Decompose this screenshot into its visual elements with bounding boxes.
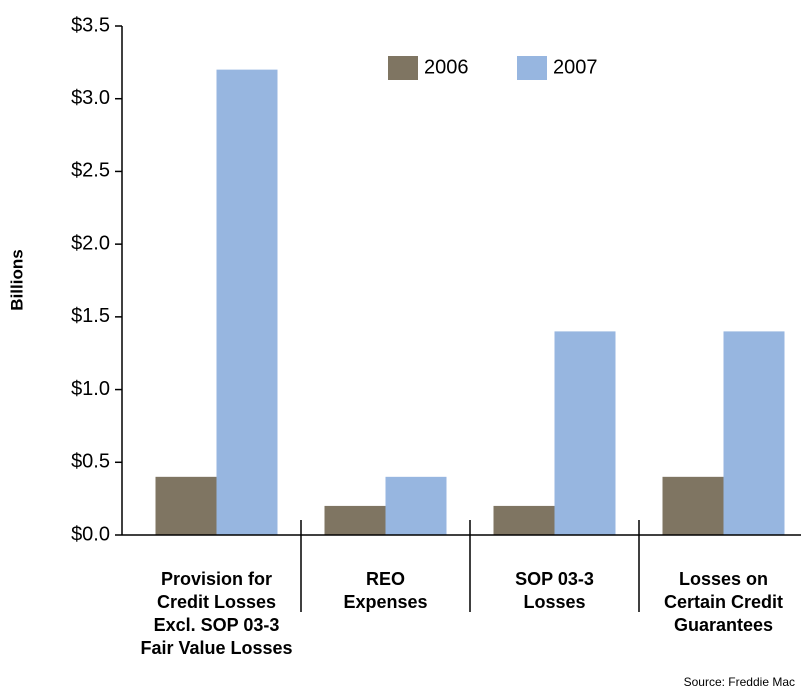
x-tick-label: REO Expenses xyxy=(343,569,427,612)
legend-swatch xyxy=(388,56,418,80)
y-tick-label: $2.0 xyxy=(71,232,110,254)
y-tick-label: $0.0 xyxy=(71,523,110,545)
y-tick-label: $1.5 xyxy=(71,305,110,327)
bar xyxy=(385,476,447,535)
bar xyxy=(324,505,386,535)
y-tick-label: $1.0 xyxy=(71,378,110,400)
x-tick-label: Provision for Credit Losses Excl. SOP 03-3… xyxy=(140,569,292,658)
y-tick-label: $3.5 xyxy=(71,14,110,36)
legend-label: 2006 xyxy=(424,56,469,78)
bar xyxy=(155,476,217,535)
x-tick-label: Losses on Certain Credit Guarantees xyxy=(664,569,783,635)
bar xyxy=(216,69,278,535)
y-tick-label: $3.0 xyxy=(71,87,110,109)
legend-label: 2007 xyxy=(553,56,598,78)
y-tick-label: $0.5 xyxy=(71,451,110,473)
bar xyxy=(554,331,616,535)
source: Source: Freddie Mac xyxy=(684,675,795,689)
y-axis-label: Billions xyxy=(7,249,26,310)
bar xyxy=(662,476,724,535)
y-tick-label: $2.5 xyxy=(71,160,110,182)
bar xyxy=(493,505,555,535)
legend-swatch xyxy=(517,56,547,80)
x-tick-label: SOP 03-3 Losses xyxy=(515,569,594,612)
bar xyxy=(723,331,785,535)
